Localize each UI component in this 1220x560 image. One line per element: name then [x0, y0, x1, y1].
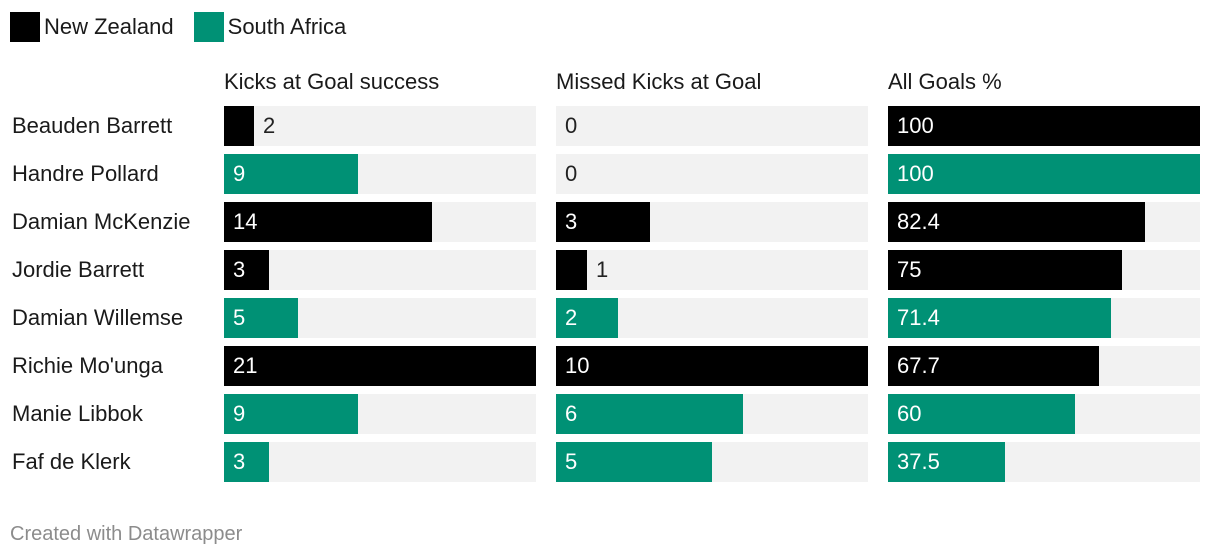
- legend-label-new-zealand: New Zealand: [44, 14, 174, 39]
- bar-track-missed-faf-de-klerk: 5: [556, 442, 868, 482]
- row-label-faf-de-klerk: Faf de Klerk: [12, 449, 131, 474]
- value-label-pct-jordie-barrett: 75: [897, 257, 922, 282]
- bar-track-pct-handre-pollard: 100: [888, 154, 1200, 194]
- bar-track-missed-damian-mckenzie: 3: [556, 202, 868, 242]
- bar-track-success-damian-willemse: 5: [224, 298, 536, 338]
- value-label-missed-richie-mo-unga: 10: [565, 353, 590, 378]
- bar-success-jordie-barrett: [224, 250, 269, 290]
- value-label-success-beauden-barrett: 2: [263, 113, 276, 138]
- bar-success-damian-willemse: [224, 298, 298, 338]
- bar-track-pct-damian-mckenzie: 82.4: [888, 202, 1200, 242]
- bar-pct-manie-libbok: [888, 394, 1075, 434]
- bar-success-handre-pollard: [224, 154, 358, 194]
- bar-pct-beauden-barrett: [888, 106, 1200, 146]
- panel-title-missed-kicks: Missed Kicks at Goal: [556, 69, 762, 94]
- bar-track-success-jordie-barrett: 3: [224, 250, 536, 290]
- bar-success-manie-libbok: [224, 394, 358, 434]
- bar-pct-handre-pollard: [888, 154, 1200, 194]
- bar-success-beauden-barrett: [224, 106, 254, 146]
- bar-pct-damian-willemse: [888, 298, 1111, 338]
- bar-success-richie-mo-unga: [224, 346, 536, 386]
- value-label-missed-manie-libbok: 6: [565, 401, 578, 426]
- row-label-manie-libbok: Manie Libbok: [12, 401, 143, 426]
- value-label-pct-damian-willemse: 71.4: [897, 305, 940, 330]
- bar-pct-richie-mo-unga: [888, 346, 1099, 386]
- panel-title-all-goals-pct: All Goals %: [888, 69, 1002, 94]
- footer-credit: Created with Datawrapper: [10, 523, 243, 545]
- bar-missed-manie-libbok: [556, 394, 743, 434]
- bar-track-pct-faf-de-klerk: 37.5: [888, 442, 1200, 482]
- row-label-jordie-barrett: Jordie Barrett: [12, 257, 145, 282]
- bar-missed-damian-willemse: [556, 298, 618, 338]
- bar-track-missed-beauden-barrett: 0: [556, 106, 868, 146]
- bar-pct-damian-mckenzie: [888, 202, 1145, 242]
- value-label-missed-damian-willemse: 2: [565, 305, 578, 330]
- bar-track-missed-manie-libbok: 6: [556, 394, 868, 434]
- value-label-success-faf-de-klerk: 3: [233, 449, 246, 474]
- bar-missed-richie-mo-unga: [556, 346, 868, 386]
- value-label-pct-damian-mckenzie: 82.4: [897, 209, 940, 234]
- bar-success-damian-mckenzie: [224, 202, 432, 242]
- bar-missed-damian-mckenzie: [556, 202, 650, 242]
- bar-pct-faf-de-klerk: [888, 442, 1005, 482]
- bar-success-faf-de-klerk: [224, 442, 269, 482]
- row-label-damian-mckenzie: Damian McKenzie: [12, 209, 191, 234]
- value-label-missed-faf-de-klerk: 5: [565, 449, 578, 474]
- bar-track-success-richie-mo-unga: 21: [224, 346, 536, 386]
- value-label-pct-faf-de-klerk: 37.5: [897, 449, 940, 474]
- value-label-pct-richie-mo-unga: 67.7: [897, 353, 940, 378]
- bar-pct-jordie-barrett: [888, 250, 1122, 290]
- row-label-damian-willemse: Damian Willemse: [12, 305, 184, 330]
- value-label-missed-damian-mckenzie: 3: [565, 209, 578, 234]
- bar-track-pct-manie-libbok: 60: [888, 394, 1200, 434]
- legend-swatch-new-zealand: [10, 12, 40, 42]
- bar-track-success-faf-de-klerk: 3: [224, 442, 536, 482]
- legend-swatch-south-africa: [193, 12, 224, 42]
- bar-missed-jordie-barrett: [556, 250, 587, 290]
- bar-track-pct-damian-willemse: 71.4: [888, 298, 1200, 338]
- value-label-missed-handre-pollard: 0: [565, 161, 578, 186]
- value-label-success-richie-mo-unga: 21: [233, 353, 258, 378]
- row-label-handre-pollard: Handre Pollard: [12, 161, 159, 186]
- bar-track-missed-jordie-barrett: 1: [556, 250, 868, 290]
- bar-track-missed-richie-mo-unga: 10: [556, 346, 868, 386]
- bar-track-success-beauden-barrett: 2: [224, 106, 536, 146]
- value-label-success-jordie-barrett: 3: [233, 257, 246, 282]
- value-label-success-handre-pollard: 9: [233, 161, 246, 186]
- value-label-missed-jordie-barrett: 1: [596, 257, 609, 282]
- value-label-success-damian-mckenzie: 14: [233, 209, 258, 234]
- bar-missed-faf-de-klerk: [556, 442, 712, 482]
- bar-track-success-damian-mckenzie: 14: [224, 202, 536, 242]
- value-label-missed-beauden-barrett: 0: [565, 113, 578, 138]
- bar-track-pct-beauden-barrett: 100: [888, 106, 1200, 146]
- bar-track-success-manie-libbok: 9: [224, 394, 536, 434]
- legend-item-south-africa: South Africa: [193, 12, 347, 42]
- value-label-pct-beauden-barrett: 100: [897, 113, 934, 138]
- legend: New Zealand South Africa: [10, 12, 366, 42]
- row-label-richie-mo-unga: Richie Mo'unga: [12, 353, 163, 378]
- value-label-pct-manie-libbok: 60: [897, 401, 922, 426]
- value-label-success-damian-willemse: 5: [233, 305, 246, 330]
- bar-track-pct-jordie-barrett: 75: [888, 250, 1200, 290]
- bar-track-pct-richie-mo-unga: 67.7: [888, 346, 1200, 386]
- legend-label-south-africa: South Africa: [227, 14, 347, 39]
- value-label-pct-handre-pollard: 100: [897, 161, 934, 186]
- row-label-beauden-barrett: Beauden Barrett: [12, 113, 173, 138]
- bar-track-success-handre-pollard: 9: [224, 154, 536, 194]
- bar-track-missed-damian-willemse: 2: [556, 298, 868, 338]
- value-label-success-manie-libbok: 9: [233, 401, 246, 426]
- panel-title-kicks-success: Kicks at Goal success: [224, 69, 440, 94]
- legend-item-new-zealand: New Zealand: [10, 12, 174, 42]
- bar-track-missed-handre-pollard: 0: [556, 154, 868, 194]
